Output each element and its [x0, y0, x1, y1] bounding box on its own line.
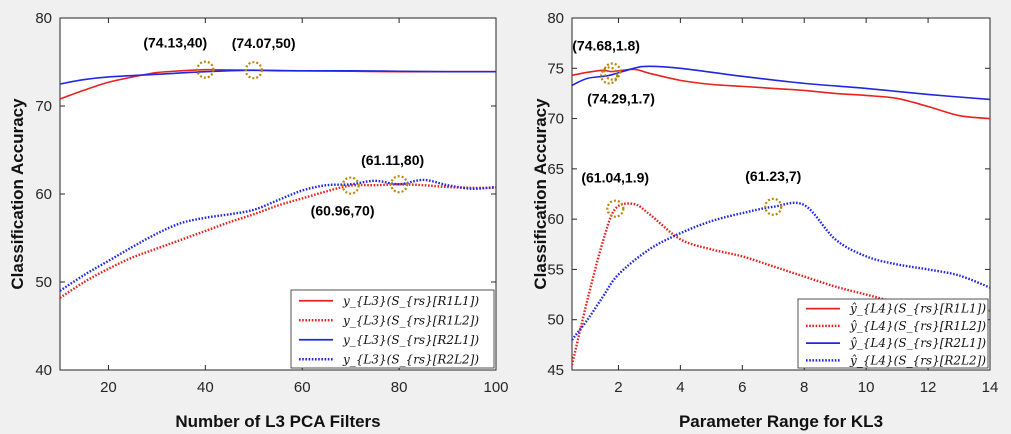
legend-entry: y_{L3}(S_{rs}[R2L2])	[342, 352, 479, 366]
annotation-label: (60.96,70)	[311, 203, 375, 219]
annotation-label: (74.07,50)	[232, 35, 296, 51]
series-line-1	[572, 68, 990, 120]
annotation-label: (61.11,80)	[361, 152, 424, 168]
legend-entry: y_{L3}(S_{rs}[R2L1])	[342, 333, 479, 347]
legend-entry: ŷ_{L4}(S_{rs}[R2L1])	[849, 336, 986, 350]
y-tick-label: 45	[547, 362, 564, 379]
x-axis-label: Number of L3 PCA Filters	[175, 412, 380, 431]
series-line-4	[572, 201, 990, 341]
x-tick-label: 4	[676, 379, 684, 396]
y-tick-label: 50	[35, 274, 52, 291]
annotation-marker	[606, 199, 625, 218]
legend-entry: y_{L3}(S_{rs}[R1L2])	[342, 313, 479, 327]
x-tick-label: 2	[614, 379, 622, 396]
y-tick-label: 65	[547, 161, 564, 178]
x-tick-label: 6	[738, 379, 746, 396]
y-tick-label: 60	[35, 186, 52, 203]
annotation-marker	[341, 176, 360, 195]
legend: y_{L3}(S_{rs}[R1L1]) y_{L3}(S_{rs}[R1L2])…	[290, 289, 495, 369]
x-axis-label: Parameter Range for KL3	[679, 412, 883, 431]
legend-box	[290, 289, 495, 369]
annotation-marker	[600, 66, 619, 85]
y-tick-label: 80	[547, 10, 564, 27]
legend: ŷ_{L4}(S_{rs}[R1L1]) ŷ_{L4}(S_{rs}[R1L2])…	[797, 298, 989, 369]
annotation-marker	[764, 197, 783, 216]
annotation-label: (61.04,1.9)	[581, 170, 649, 186]
y-axis-label: Classification Accuracy	[8, 98, 27, 290]
y-axis-label: Classification Accuracy	[531, 98, 550, 290]
series-line-3	[572, 65, 990, 101]
right-chart: 2 4 6 8 10 12 14 45 50 55 60 65 70 75 80 Parameter Rang…	[531, 10, 998, 431]
legend-entry: y_{L3}(S_{rs}[R1L1])	[342, 294, 479, 308]
annotation-label: (74.13,40)	[143, 35, 207, 51]
legend-entry: ŷ_{L4}(S_{rs}[R1L2])	[849, 319, 986, 333]
y-tick-label: 80	[35, 10, 52, 27]
left-chart: 20 40 60 80 100 40 50 60 70 80 Number of L3 PCA Fi…	[8, 10, 509, 431]
annotation-label: (61.23,7)	[745, 168, 801, 184]
x-tick-label: 20	[100, 379, 117, 396]
x-tick-label: 100	[483, 379, 508, 396]
y-tick-label: 70	[35, 98, 52, 115]
annotation-label: (74.29,1.7)	[587, 90, 655, 106]
annotation-marker	[603, 62, 622, 81]
x-tick-label: 60	[294, 379, 311, 396]
annotation-marker	[390, 175, 409, 194]
legend-entry: ŷ_{L4}(S_{rs}[R2L2])	[849, 353, 986, 367]
y-tick-label: 55	[547, 261, 564, 278]
y-tick-label: 75	[547, 60, 564, 77]
annotation-label: (74.68,1.8)	[572, 38, 640, 54]
x-tick-label: 14	[982, 379, 999, 396]
series-line-2	[60, 183, 496, 299]
x-tick-label: 10	[858, 379, 875, 396]
x-tick-label: 8	[800, 379, 808, 396]
series-line-2	[572, 202, 990, 366]
legend-box	[797, 298, 989, 369]
y-tick-label: 50	[547, 312, 564, 329]
series-group	[60, 68, 496, 299]
series-line-4	[60, 178, 496, 292]
legend-entry: ŷ_{L4}(S_{rs}[R1L1])	[849, 302, 986, 316]
y-tick-label: 60	[547, 211, 564, 228]
x-tick-label: 40	[197, 379, 214, 396]
annotation-marker	[244, 61, 263, 80]
annotation-marker	[196, 60, 215, 79]
series-line-3	[60, 69, 496, 85]
series-group	[572, 65, 990, 366]
y-tick-label: 40	[35, 362, 52, 379]
x-tick-label: 80	[391, 379, 408, 396]
x-tick-label: 12	[920, 379, 937, 396]
y-tick-label: 70	[547, 111, 564, 128]
